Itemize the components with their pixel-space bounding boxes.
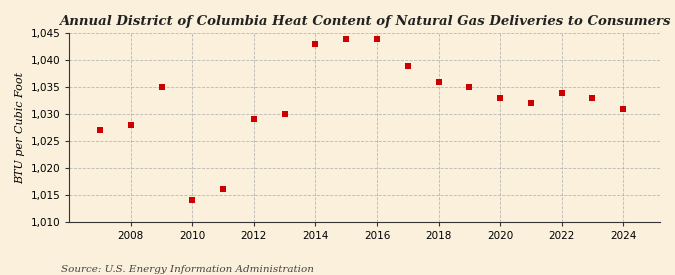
- Y-axis label: BTU per Cubic Foot: BTU per Cubic Foot: [15, 72, 25, 184]
- Point: [248, 117, 259, 122]
- Point: [618, 106, 628, 111]
- Title: Annual District of Columbia Heat Content of Natural Gas Deliveries to Consumers: Annual District of Columbia Heat Content…: [59, 15, 670, 28]
- Point: [126, 123, 136, 127]
- Point: [95, 128, 105, 133]
- Point: [310, 42, 321, 46]
- Point: [587, 96, 598, 100]
- Point: [525, 101, 536, 106]
- Point: [556, 90, 567, 95]
- Point: [218, 187, 229, 192]
- Point: [495, 96, 506, 100]
- Point: [371, 37, 382, 41]
- Text: Source: U.S. Energy Information Administration: Source: U.S. Energy Information Administ…: [61, 265, 314, 274]
- Point: [433, 79, 444, 84]
- Point: [341, 37, 352, 41]
- Point: [156, 85, 167, 89]
- Point: [187, 198, 198, 202]
- Point: [464, 85, 475, 89]
- Point: [402, 64, 413, 68]
- Point: [279, 112, 290, 116]
